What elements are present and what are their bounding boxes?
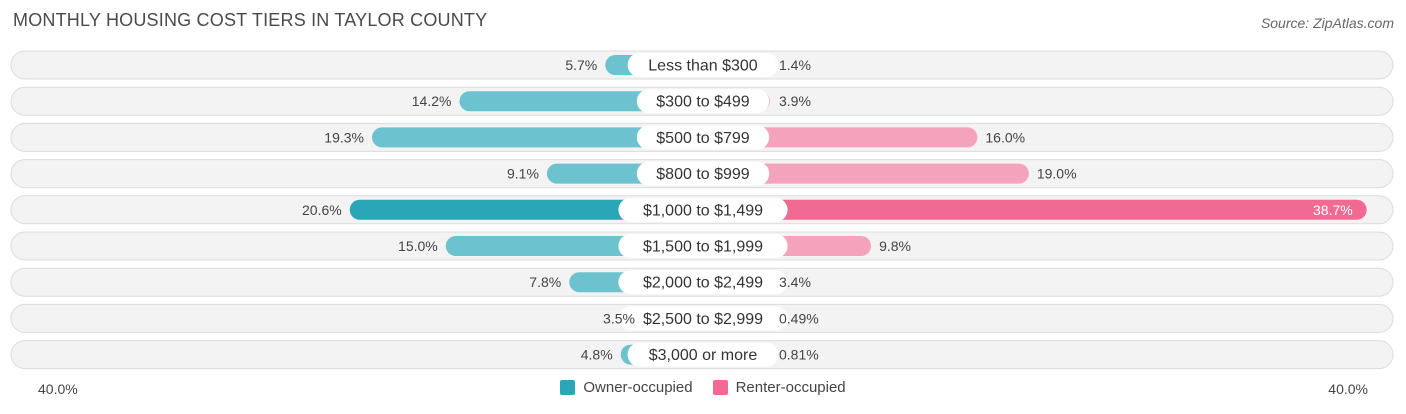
owner-value-label: 20.6% xyxy=(302,202,342,218)
legend-owner-label: Owner-occupied xyxy=(583,379,693,396)
category-label: Less than $300 xyxy=(648,58,758,75)
category-pill xyxy=(636,125,770,150)
chart-plot: Less than $300 5.7% 1.4% $300 to $499 14.2% 3… xyxy=(10,50,1394,370)
owner-swatch xyxy=(560,380,576,395)
category-pill xyxy=(627,53,779,77)
category-label: $3,000 or more xyxy=(649,347,758,364)
axis-left-label: 40.0% xyxy=(38,381,78,397)
renter-value-label: 19.0% xyxy=(1037,166,1077,182)
legend-item-owner[interactable]: Owner-occupied xyxy=(560,379,693,396)
owner-value-label: 4.8% xyxy=(581,347,613,363)
category-pill xyxy=(636,161,770,186)
legend-renter-label: Renter-occupied xyxy=(735,379,846,396)
renter-value-label: 3.9% xyxy=(779,93,811,109)
legend-item-renter[interactable]: Renter-occupied xyxy=(712,379,846,396)
owner-value-label: 7.8% xyxy=(529,274,561,290)
owner-value-label: 3.5% xyxy=(603,310,635,326)
renter-value-label: 16.0% xyxy=(985,129,1025,145)
source-label: Source: ZipAtlas.com xyxy=(1260,15,1394,31)
renter-value-label: 9.8% xyxy=(879,238,911,254)
owner-value-label: 5.7% xyxy=(565,57,597,73)
legend: Owner-occupied Renter-occupied xyxy=(0,379,1406,396)
axis-right-label: 40.0% xyxy=(1328,381,1368,397)
renter-value-label: 0.49% xyxy=(779,310,819,326)
renter-value-label: 1.4% xyxy=(779,57,811,73)
renter-bar xyxy=(693,163,1029,184)
renter-swatch xyxy=(712,380,728,395)
category-pill xyxy=(618,197,788,222)
owner-value-label: 14.2% xyxy=(412,93,452,109)
owner-value-label: 15.0% xyxy=(398,238,438,254)
category-label: $2,000 to $2,499 xyxy=(643,275,763,292)
category-pill xyxy=(636,89,770,114)
category-pill xyxy=(618,306,788,331)
category-pill xyxy=(627,342,779,367)
category-pill xyxy=(618,270,788,295)
category-label: $1,500 to $1,999 xyxy=(643,239,763,256)
renter-value-label: 0.81% xyxy=(779,347,819,363)
category-pill xyxy=(618,234,788,258)
category-label: $300 to $499 xyxy=(656,94,750,111)
category-label: $800 to $999 xyxy=(656,166,750,183)
category-label: $1,000 to $1,499 xyxy=(643,202,763,219)
renter-bar xyxy=(693,199,1367,220)
renter-value-label: 3.4% xyxy=(779,274,811,290)
renter-value-label: 38.7% xyxy=(1313,202,1353,218)
chart-title: MONTHLY HOUSING COST TIERS IN TAYLOR COU… xyxy=(13,10,488,30)
category-label: $2,500 to $2,999 xyxy=(643,311,763,328)
owner-value-label: 19.3% xyxy=(324,129,364,145)
owner-bar xyxy=(372,127,713,148)
owner-value-label: 9.1% xyxy=(507,166,539,182)
category-label: $500 to $799 xyxy=(656,130,750,147)
